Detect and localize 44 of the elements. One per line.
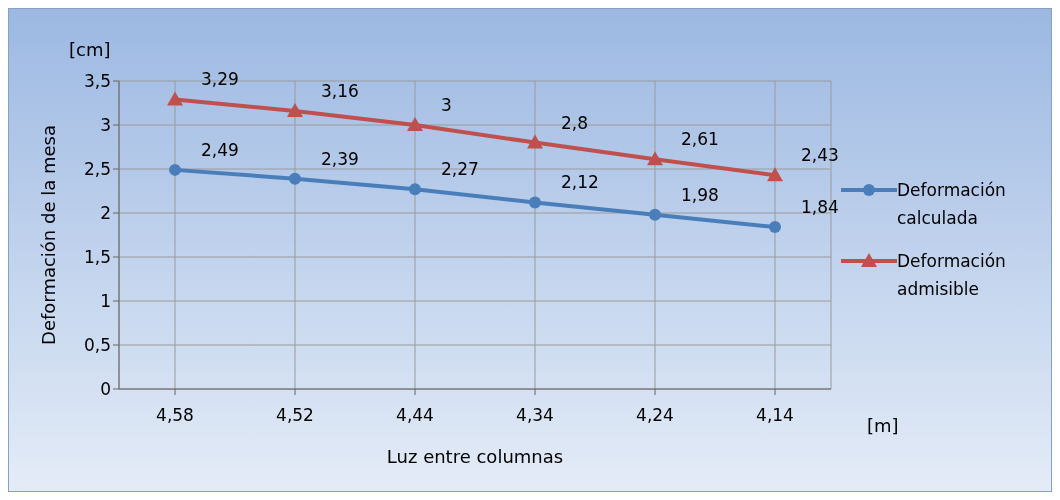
data-label: 3 (441, 95, 452, 115)
x-tick-label: 4,24 (636, 405, 674, 426)
x-axis-title: Luz entre columnas (386, 446, 564, 467)
point (409, 183, 421, 196)
y-tick-label: 1,5 (83, 247, 111, 268)
y-tick-label: 2 (100, 203, 111, 224)
point (527, 134, 543, 149)
data-label: 1,98 (681, 184, 719, 205)
x-tick-label: 4,34 (516, 405, 554, 426)
point (289, 172, 301, 185)
point (407, 117, 423, 131)
point (287, 102, 303, 117)
y-tick-label: 3 (100, 115, 111, 136)
data-label: 2,39 (321, 148, 359, 169)
x-tick-label: 4,44 (396, 405, 434, 426)
data-label: 3,29 (201, 69, 239, 90)
data-label: 1,84 (801, 197, 839, 218)
data-label: 2,43 (801, 145, 839, 166)
data-label: 2,49 (201, 139, 239, 160)
x-tick-label: 4,14 (756, 405, 794, 426)
data-label: 2,61 (681, 129, 719, 150)
point (647, 151, 663, 166)
y-tick-label: 3,5 (83, 71, 111, 92)
y-tick-label: 2,5 (83, 159, 111, 180)
x-tick-label: 4,52 (276, 405, 314, 426)
point (649, 208, 661, 221)
y-tick-label: 0,5 (83, 335, 111, 356)
data-label: 2,12 (561, 172, 599, 193)
data-label: 2,27 (441, 159, 479, 180)
point (529, 196, 541, 209)
data-label: 3,16 (321, 80, 359, 101)
point (767, 167, 783, 182)
data-label: 2,8 (561, 112, 589, 133)
point (167, 91, 183, 106)
text: [m] (867, 415, 899, 436)
y-tick-label: 0 (100, 379, 111, 400)
legend-label: Deformación admisible (897, 250, 1007, 301)
legend-label: Deformación calculada (897, 179, 1007, 230)
x-tick-label: 4,58 (156, 405, 194, 426)
y-axis-title: Deformación de la mesa (38, 125, 60, 345)
point (769, 221, 781, 234)
text: [cm] (69, 39, 111, 60)
point (169, 163, 181, 176)
y-tick-label: 1 (100, 291, 111, 312)
